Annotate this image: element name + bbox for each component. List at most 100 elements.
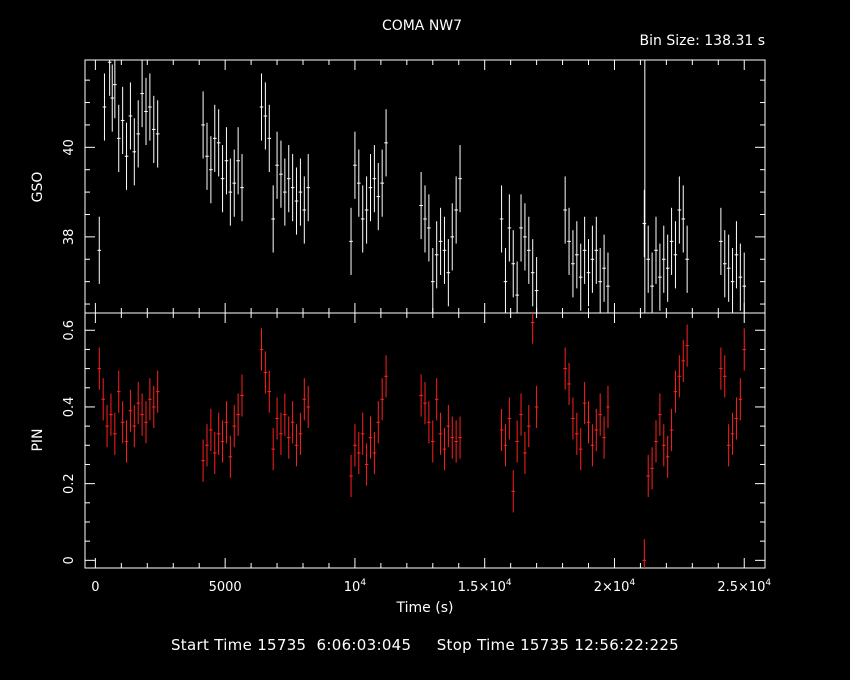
pin-data-point: [734, 397, 739, 440]
pin-data-point: [446, 405, 451, 448]
x-tick-label: 104: [344, 578, 367, 595]
gso-data-point: [594, 216, 599, 284]
pin-data-point: [730, 412, 735, 455]
gso-data-point: [263, 82, 268, 150]
gso-data-point: [212, 104, 217, 172]
pin-data-point: [360, 412, 365, 455]
pin-axis-label: PIN: [30, 428, 46, 451]
pin-data-point: [450, 416, 455, 459]
pin-data-point: [646, 454, 650, 498]
gso-data-point: [519, 194, 523, 262]
gso-data-point: [507, 194, 512, 262]
pin-data-point: [602, 416, 606, 459]
pin-data-point: [677, 355, 682, 398]
pin-data-point: [368, 416, 373, 459]
pin-data-point: [578, 428, 583, 471]
gso-data-point: [563, 176, 567, 244]
pin-data-point: [458, 416, 462, 459]
gso-data-point: [499, 185, 504, 253]
pin-data-point: [726, 424, 731, 467]
pin-data-point: [681, 339, 686, 383]
pin-data-point: [364, 443, 369, 486]
pin-ytick-label: 0: [62, 556, 77, 564]
gso-data-point: [685, 225, 689, 293]
pin-data-point: [380, 378, 384, 421]
gso-data-point: [590, 225, 595, 293]
gso-data-point: [423, 185, 427, 253]
pin-data-point: [220, 420, 225, 463]
pin-data-point: [530, 313, 535, 344]
pin-data-point: [302, 378, 307, 421]
gso-data-point: [726, 234, 731, 302]
gso-data-point: [107, 60, 112, 96]
gso-data-point: [232, 149, 237, 217]
pin-data-point: [275, 397, 279, 440]
pin-data-point: [267, 370, 272, 413]
gso-data-point: [450, 203, 455, 271]
gso-data-point: [120, 86, 125, 155]
chart-title: COMA NW7: [382, 18, 462, 34]
pin-data-point: [642, 539, 647, 568]
gso-data-point: [738, 243, 743, 311]
pin-data-point: [205, 424, 209, 467]
gso-data-point: [677, 176, 682, 244]
pin-data-point: [430, 420, 435, 463]
gso-data-point: [144, 77, 148, 146]
gso-data-point: [650, 252, 654, 313]
pin-data-point: [105, 405, 109, 448]
pin-data-point: [232, 405, 237, 448]
stop-time-value: 15735 12:56:22:225: [520, 636, 679, 654]
pin-data-point: [101, 378, 105, 421]
pin-data-point: [606, 385, 610, 429]
bin-size-label: Bin Size: 138.31 s: [640, 33, 765, 49]
gso-data-point: [349, 207, 353, 275]
gso-data-point: [372, 145, 377, 213]
pin-data-point: [372, 431, 377, 475]
pin-data-point: [742, 328, 747, 371]
pin-data-point: [527, 405, 531, 448]
start-time-label: Start Time: [170, 636, 253, 654]
gso-data-point: [113, 60, 117, 119]
gso-data-point: [458, 145, 462, 213]
gso-data-point: [571, 230, 575, 298]
pin-data-point: [507, 397, 512, 440]
pin-data-point: [661, 424, 666, 467]
gso-data-point: [515, 261, 519, 313]
gso-data-point: [110, 64, 115, 132]
pin-data-point: [673, 370, 678, 413]
gso-data-point: [124, 122, 129, 190]
gso-data-point: [742, 252, 747, 313]
gso-data-point: [527, 216, 531, 284]
pin-data-point: [128, 389, 133, 432]
gso-data-point: [128, 82, 133, 150]
gso-data-point: [102, 73, 107, 141]
gso-data-point: [454, 176, 458, 244]
gso-data-point: [136, 100, 140, 168]
pin-data-point: [116, 370, 121, 413]
pin-data-point: [271, 428, 275, 471]
gso-data-point: [228, 158, 233, 226]
gso-data-point: [658, 243, 662, 311]
gso-data-point: [442, 216, 447, 284]
pin-data-point: [511, 470, 516, 513]
gso-data-point: [661, 225, 666, 293]
gso-data-point: [654, 216, 658, 284]
pin-data-point: [719, 347, 723, 390]
gso-data-point: [294, 167, 299, 235]
pin-data-point: [454, 420, 458, 463]
gso-data-point: [376, 162, 381, 231]
gso-data-point: [360, 185, 365, 253]
gso-data-point: [267, 104, 272, 172]
pin-data-point: [240, 374, 244, 417]
pin-data-point: [384, 355, 388, 398]
pin-data-point: [136, 382, 140, 425]
gso-data-point: [419, 171, 423, 240]
gso-data-point: [523, 203, 527, 271]
pin-data-point: [212, 431, 217, 475]
gso-data-point: [642, 189, 647, 258]
pin-ytick-label: 0.2: [62, 473, 77, 494]
pin-data-point: [434, 378, 439, 421]
x-tick-label: 2.5×104: [717, 578, 771, 595]
pin-data-point: [151, 385, 156, 429]
